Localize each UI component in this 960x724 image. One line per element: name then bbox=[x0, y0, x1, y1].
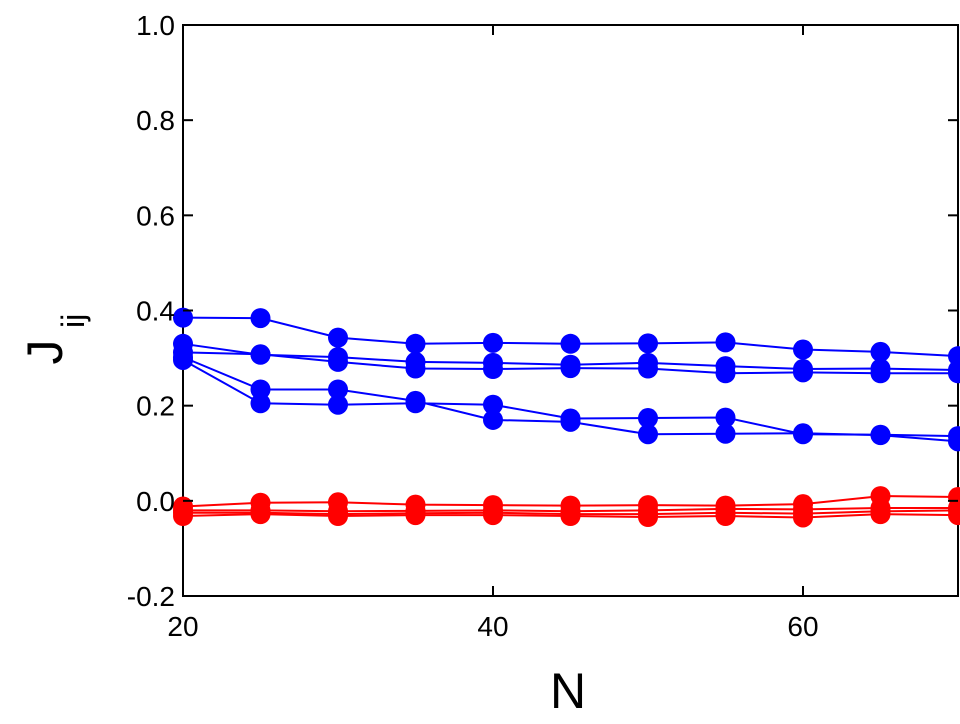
y-tick-label: -0.2 bbox=[127, 581, 175, 612]
y-tick-label: 0.6 bbox=[136, 200, 175, 231]
point bbox=[328, 379, 348, 400]
point bbox=[638, 424, 658, 445]
point bbox=[173, 307, 193, 328]
point bbox=[483, 394, 503, 415]
point bbox=[715, 506, 736, 527]
point bbox=[870, 504, 891, 525]
point bbox=[560, 506, 581, 527]
y-tick-label: 0.8 bbox=[136, 105, 175, 136]
point bbox=[638, 358, 658, 379]
point bbox=[870, 341, 891, 362]
x-tick-label: 40 bbox=[477, 611, 508, 642]
y-tick-label: 0.4 bbox=[136, 296, 175, 327]
point bbox=[405, 505, 426, 526]
point bbox=[715, 363, 736, 384]
point bbox=[405, 358, 426, 379]
point bbox=[948, 363, 960, 384]
point bbox=[948, 505, 960, 526]
point bbox=[328, 506, 348, 527]
point bbox=[870, 424, 891, 445]
point bbox=[870, 363, 891, 384]
point bbox=[715, 423, 736, 444]
point bbox=[173, 506, 193, 527]
point bbox=[638, 333, 658, 354]
point bbox=[948, 426, 960, 447]
point bbox=[793, 362, 813, 383]
point bbox=[328, 351, 348, 372]
point bbox=[715, 407, 736, 428]
y-tick-label: 0.0 bbox=[136, 486, 175, 517]
point bbox=[250, 308, 271, 329]
point bbox=[483, 505, 503, 526]
y-axis-label-subscript: ij bbox=[55, 314, 91, 328]
x-tick-label: 20 bbox=[167, 611, 198, 642]
point bbox=[793, 339, 813, 360]
point bbox=[483, 359, 503, 380]
point bbox=[793, 424, 813, 445]
point bbox=[250, 379, 271, 400]
point bbox=[250, 344, 271, 365]
point bbox=[483, 409, 503, 430]
point bbox=[560, 333, 581, 354]
point bbox=[483, 332, 503, 353]
point bbox=[638, 507, 658, 528]
point bbox=[405, 393, 426, 414]
point bbox=[328, 394, 348, 415]
point bbox=[405, 333, 426, 354]
y-axis-label-group: J ij bbox=[17, 314, 91, 365]
point bbox=[560, 358, 581, 379]
point bbox=[715, 332, 736, 353]
y-tick-label: 0.2 bbox=[136, 391, 175, 422]
y-axis-label: J bbox=[17, 340, 73, 365]
point bbox=[250, 393, 271, 414]
point bbox=[560, 408, 581, 429]
x-tick-label: 60 bbox=[787, 611, 818, 642]
point bbox=[250, 504, 271, 525]
point bbox=[173, 349, 193, 370]
plot-data bbox=[173, 307, 960, 528]
point bbox=[638, 408, 658, 429]
point bbox=[328, 327, 348, 348]
point bbox=[793, 507, 813, 528]
y-tick-label: 1.0 bbox=[136, 10, 175, 41]
x-axis-label: N bbox=[550, 663, 586, 719]
